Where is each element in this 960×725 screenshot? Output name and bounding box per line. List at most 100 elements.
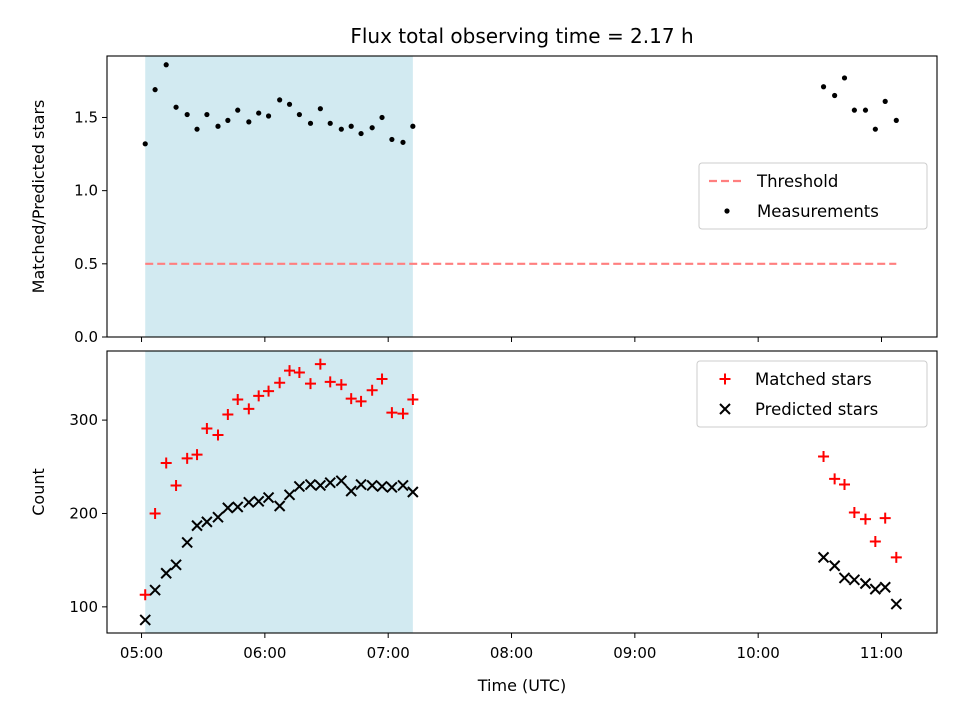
data-point [265, 113, 272, 119]
series-measurements [142, 62, 899, 147]
y-tick-label: 200 [69, 504, 98, 522]
data-point [243, 496, 255, 508]
y-tick-label: 1.5 [74, 108, 98, 126]
y-tick-label: 300 [69, 411, 98, 429]
plot-frame [106, 55, 938, 338]
data-point [879, 512, 891, 524]
data-point [366, 479, 378, 492]
data-point [832, 92, 838, 99]
legend-label: Predicted stars [755, 400, 878, 419]
data-point [848, 507, 860, 519]
data-point [829, 473, 841, 485]
data-point [139, 589, 151, 601]
data-point [212, 429, 224, 441]
data-point [338, 126, 344, 132]
y-axis-label: Matched/Predicted stars [29, 100, 48, 294]
data-point [293, 480, 306, 493]
data-point [839, 479, 851, 491]
data-point [232, 501, 244, 513]
data-point [841, 75, 848, 81]
data-point [252, 495, 265, 508]
data-point [410, 123, 416, 129]
data-point [191, 519, 203, 532]
x-tick-label: 08:00 [490, 644, 533, 662]
data-point [869, 535, 881, 547]
data-point [304, 378, 316, 390]
data-point [355, 478, 367, 491]
data-point [335, 475, 348, 487]
plot-frame [106, 350, 938, 634]
series-predicted-stars [139, 475, 903, 626]
data-point [314, 358, 326, 370]
x-tick-label: 11:00 [860, 644, 903, 662]
y-tick-label: 100 [69, 598, 98, 616]
data-point [160, 567, 172, 579]
chart-title: Flux total observing time = 2.17 h [350, 24, 693, 48]
legend: Matched stars Predicted stars [696, 360, 928, 428]
data-point [851, 107, 857, 113]
data-point [225, 117, 231, 123]
data-point [818, 451, 830, 463]
data-point [893, 117, 899, 123]
x-tick-label: 07:00 [367, 644, 410, 662]
data-point [152, 87, 158, 93]
data-point [293, 366, 305, 378]
data-point [201, 423, 213, 435]
data-point [204, 111, 210, 118]
data-point [817, 551, 830, 564]
data-point [386, 481, 398, 494]
y-axis-label: Count [29, 468, 48, 516]
data-point [277, 97, 283, 103]
data-point [366, 384, 378, 396]
y-tick-label: 0.0 [74, 328, 98, 346]
shaded-observing-region [145, 56, 413, 337]
data-point [369, 125, 375, 131]
data-point [263, 385, 275, 397]
data-point [149, 507, 161, 519]
data-point [142, 141, 148, 147]
data-point [859, 513, 871, 525]
data-point [890, 551, 902, 563]
data-point [872, 126, 878, 132]
y-tick-label: 0.5 [74, 255, 98, 273]
legend-box [696, 360, 928, 428]
data-point [246, 119, 252, 125]
data-point [376, 373, 388, 385]
data-point [348, 123, 354, 129]
data-point [324, 376, 336, 388]
data-point [273, 500, 286, 512]
x-tick-label: 06:00 [243, 644, 286, 662]
data-point [324, 476, 336, 489]
data-point [407, 394, 419, 406]
data-point [256, 110, 262, 116]
data-point [345, 485, 357, 497]
data-point [859, 577, 872, 590]
data-point [879, 581, 891, 593]
data-point [869, 583, 882, 595]
data-point [222, 408, 234, 420]
legend-label: Measurements [757, 202, 879, 221]
data-point [235, 107, 241, 113]
data-point [163, 62, 169, 68]
data-point [890, 598, 903, 610]
data-point [345, 393, 357, 405]
data-point [407, 486, 419, 498]
data-point [327, 120, 333, 126]
data-point [274, 377, 286, 389]
data-point [170, 479, 182, 491]
data-point [212, 511, 224, 523]
data-point [170, 559, 182, 571]
legend-box [698, 162, 928, 230]
series-matched-stars [139, 358, 902, 601]
data-point [389, 136, 395, 143]
data-point [284, 365, 296, 377]
data-point [828, 560, 841, 572]
data-point [314, 479, 327, 492]
legend: Threshold Measurements [698, 162, 928, 230]
y-tick-label: 1.0 [74, 182, 98, 200]
legend-swatch [719, 403, 731, 415]
shaded-observing-region [145, 351, 413, 633]
panel-1: 0.0 0.5 1.0 1.5 Flux total observing time = … [29, 24, 938, 346]
data-point [848, 574, 861, 586]
